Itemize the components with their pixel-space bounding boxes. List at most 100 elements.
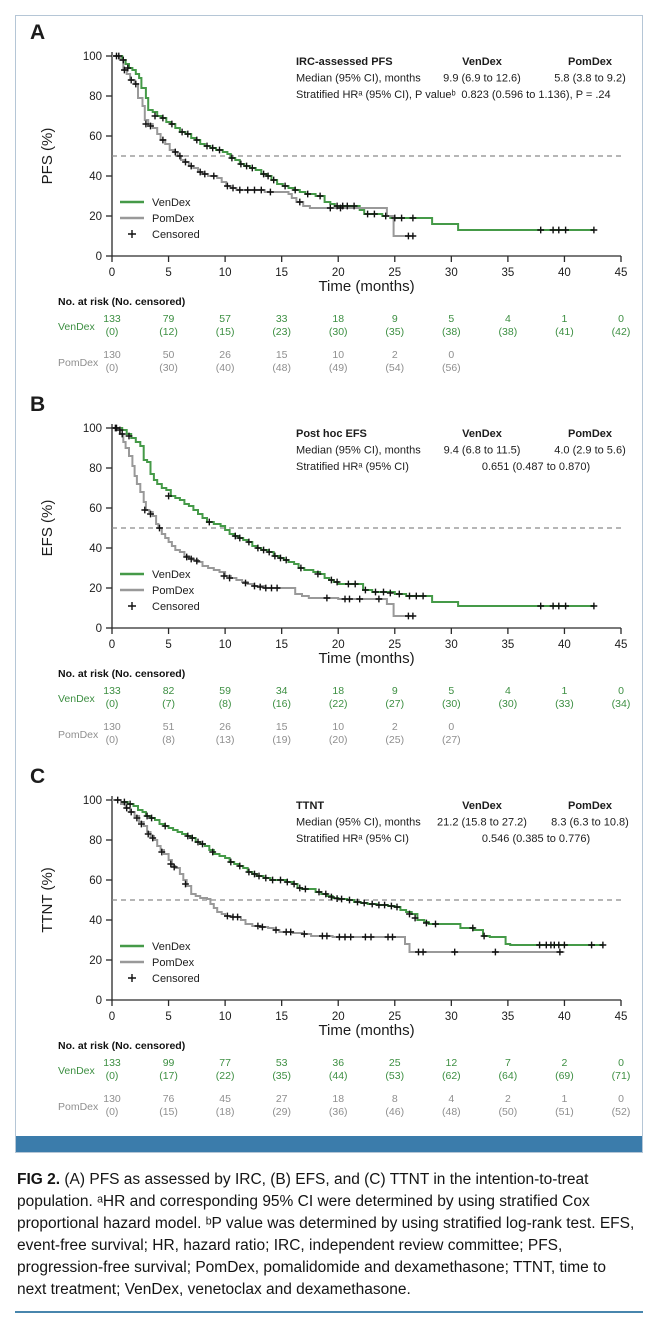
x-tick-label: 5 xyxy=(165,1011,171,1023)
stats-median-label: Median (95% CI), months xyxy=(296,73,421,85)
risk-cell: 77 (22) xyxy=(197,1057,253,1083)
y-tick-label: 40 xyxy=(89,915,102,927)
risk-n: 1 xyxy=(561,313,568,325)
stats-median-vendex: 9.9 (6.9 to 12.6) xyxy=(443,73,521,85)
stats-median-pomdex: 4.0 (2.9 to 5.6) xyxy=(554,445,626,457)
risk-n: 53 xyxy=(275,1057,288,1069)
y-tick-label: 0 xyxy=(96,251,102,263)
x-axis-title: Time (months) xyxy=(318,650,414,667)
x-tick-label: 0 xyxy=(109,639,115,651)
risk-table-header: No. at risk (No. censored) xyxy=(58,1040,186,1052)
risk-n: 0 xyxy=(618,1057,624,1069)
stats-col-pomdex: PomDex xyxy=(568,56,613,68)
risk-censored: (13) xyxy=(215,734,235,746)
risk-censored: (51) xyxy=(555,1106,574,1118)
risk-cell: 26 (13) xyxy=(197,721,253,747)
km-curve-vendex xyxy=(112,55,594,231)
risk-n: 1 xyxy=(561,685,568,697)
x-tick-label: 10 xyxy=(219,639,232,651)
risk-cell: 25 (53) xyxy=(367,1057,423,1083)
risk-censored: (49) xyxy=(328,362,348,374)
stats-hr-label: Stratified HRᵃ (95% CI) xyxy=(296,833,409,845)
risk-cell: 133 (0) xyxy=(84,1057,140,1083)
risk-n: 33 xyxy=(275,313,288,325)
risk-cell: 12 (62) xyxy=(423,1057,479,1083)
risk-censored: (54) xyxy=(385,362,405,374)
risk-censored: (25) xyxy=(385,734,405,746)
risk-censored: (0) xyxy=(105,1106,119,1118)
risk-censored: (8) xyxy=(218,698,232,710)
risk-n: 130 xyxy=(103,721,121,733)
risk-cell: 15 (19) xyxy=(254,721,310,747)
risk-cell: 130 (0) xyxy=(84,721,140,747)
risk-row-label-vendex: VenDex xyxy=(58,693,95,705)
risk-cell: 5 (30) xyxy=(423,685,479,711)
stats-median-label: Median (95% CI), months xyxy=(296,445,421,457)
risk-n: 45 xyxy=(219,1093,231,1105)
risk-n: 133 xyxy=(103,685,121,697)
risk-censored: (23) xyxy=(272,326,291,338)
x-tick-label: 10 xyxy=(219,1011,232,1023)
x-tick-label: 0 xyxy=(109,1011,115,1023)
censor-marks-vendex xyxy=(114,796,607,949)
risk-cell: 133 (0) xyxy=(84,313,140,339)
x-tick-label: 25 xyxy=(388,1011,401,1023)
stats-hr-value: 0.823 (0.596 to 1.136), P = .24 xyxy=(461,89,610,101)
legend-censored-icon xyxy=(128,230,136,238)
x-tick-label: 15 xyxy=(275,1011,288,1023)
risk-row-label-pomdex: PomDex xyxy=(58,729,99,741)
risk-n: 1 xyxy=(561,1093,568,1105)
risk-censored: (52) xyxy=(611,1106,631,1118)
risk-cell: 26 (40) xyxy=(197,349,253,375)
risk-n: 2 xyxy=(561,1057,568,1069)
stats-hr-value: 0.651 (0.487 to 0.870) xyxy=(482,461,590,473)
km-plot-B: 0 20 40 60 80 100 0 5 10 15 20 25 30 35 40 45 EFS (%) Tim… xyxy=(39,423,627,667)
risk-cell: 4 (38) xyxy=(480,313,536,339)
km-plot-C: 0 20 40 60 80 100 0 5 10 15 20 25 30 35 40 45 TTNT (%) Ti… xyxy=(39,795,629,1039)
risk-censored: (35) xyxy=(272,1070,291,1082)
panels-container: A 0 20 40 60 80 100 0 5 10 15 20 25 30 35 40 45 PFS (%) Ti… xyxy=(16,16,642,1132)
risk-censored: (16) xyxy=(272,698,291,710)
risk-censored: (41) xyxy=(555,326,574,338)
y-axis-title: PFS (%) xyxy=(39,128,56,185)
panel-A: A 0 20 40 60 80 100 0 5 10 15 20 25 30 35 40 45 PFS (%) Ti… xyxy=(16,16,642,388)
x-tick-label: 5 xyxy=(165,267,171,279)
risk-censored: (29) xyxy=(272,1106,291,1118)
panel-letter-B: B xyxy=(30,393,46,416)
risk-censored: (0) xyxy=(105,1070,119,1082)
risk-table-B: No. at risk (No. censored) VenDex 133 (0) 82… xyxy=(24,668,634,760)
y-tick-label: 80 xyxy=(89,91,102,103)
risk-cell: 0 (71) xyxy=(593,1057,649,1083)
risk-n: 15 xyxy=(275,721,288,733)
risk-censored: (50) xyxy=(498,1106,518,1118)
risk-censored: (0) xyxy=(105,362,119,374)
risk-n: 2 xyxy=(391,721,398,733)
risk-cell: 2 (54) xyxy=(367,349,423,375)
risk-censored: (33) xyxy=(555,698,574,710)
risk-n: 0 xyxy=(618,1093,624,1105)
x-tick-label: 40 xyxy=(558,639,571,651)
risk-n: 8 xyxy=(391,1093,398,1105)
y-tick-label: 80 xyxy=(89,835,102,847)
risk-cell: 18 (30) xyxy=(310,313,366,339)
risk-censored: (30) xyxy=(498,698,518,710)
risk-n: 77 xyxy=(219,1057,231,1069)
figure-caption: FIG 2. (A) PFS as assessed by IRC, (B) E… xyxy=(17,1169,637,1301)
km-curve-pomdex xyxy=(112,427,412,617)
risk-censored: (36) xyxy=(328,1106,348,1118)
risk-n: 5 xyxy=(448,685,455,697)
y-tick-label: 20 xyxy=(89,211,102,223)
risk-table-header: No. at risk (No. censored) xyxy=(58,668,186,680)
risk-censored: (42) xyxy=(611,326,631,338)
y-tick-label: 60 xyxy=(89,131,102,143)
risk-n: 130 xyxy=(103,349,121,361)
risk-cell: 9 (27) xyxy=(367,685,423,711)
x-tick-label: 25 xyxy=(388,267,401,279)
risk-censored: (22) xyxy=(328,698,348,710)
risk-cell: 36 (44) xyxy=(310,1057,366,1083)
risk-n: 10 xyxy=(332,721,345,733)
risk-censored: (17) xyxy=(159,1070,178,1082)
risk-censored: (56) xyxy=(441,362,461,374)
risk-censored: (40) xyxy=(215,362,235,374)
risk-n: 59 xyxy=(219,685,231,697)
